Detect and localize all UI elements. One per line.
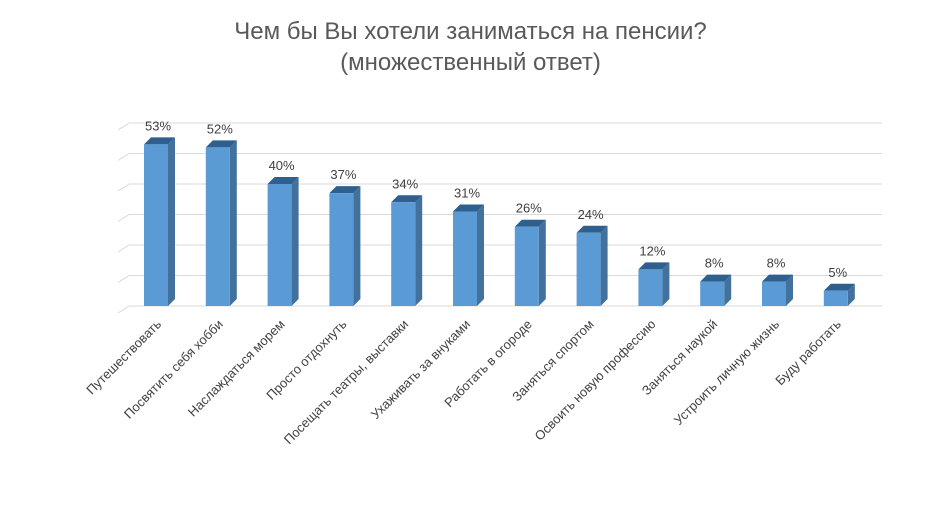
gridline	[117, 275, 882, 283]
bar-side	[229, 140, 237, 306]
bar-top	[329, 186, 361, 194]
gridline	[117, 214, 882, 222]
bar-side	[291, 177, 299, 306]
bar	[391, 195, 423, 306]
data-label: 5%	[828, 265, 847, 280]
data-labels: 53% 52% 40% 37% 34% 31% 26% 24% 12% 8% 8% 5%	[145, 118, 848, 279]
bar-front	[514, 226, 539, 306]
data-label: 8%	[705, 256, 724, 271]
bar-top	[638, 262, 670, 270]
data-label: 37%	[330, 167, 356, 182]
bar-side	[168, 137, 175, 306]
data-label: 26%	[516, 201, 542, 216]
bar-front	[391, 202, 416, 306]
bar	[205, 140, 237, 306]
bar-side	[786, 274, 793, 306]
gridline	[117, 305, 882, 314]
bar-side	[662, 262, 670, 306]
chart-title-main: Чем бы Вы хотели заниматься на пенсии?	[234, 18, 707, 45]
chart-subtitle: (множественный ответ)	[340, 49, 601, 76]
bar	[576, 225, 608, 306]
gridline	[117, 122, 882, 131]
bar	[762, 274, 793, 306]
bar	[144, 137, 175, 306]
category-label: Устроить личную жизнь	[671, 316, 782, 427]
bars	[144, 137, 855, 306]
bar	[329, 186, 361, 306]
data-label: 34%	[392, 176, 418, 191]
gridline	[117, 153, 882, 161]
bar-top	[144, 137, 175, 145]
bar-front	[205, 147, 230, 306]
bar	[823, 283, 855, 306]
bar-side	[477, 204, 484, 306]
bar-front	[762, 281, 786, 306]
bar-front	[700, 281, 725, 306]
bar-top	[205, 140, 237, 148]
bar-top	[453, 204, 484, 212]
bar-front	[576, 232, 601, 306]
bar	[514, 219, 546, 306]
bar-front	[144, 144, 168, 306]
category-label: Буду работать	[772, 316, 844, 388]
data-label: 31%	[454, 185, 480, 200]
bar-top	[576, 225, 608, 233]
bar-top	[514, 219, 546, 227]
bar-top	[823, 283, 855, 291]
data-label: 40%	[269, 158, 295, 173]
bar	[267, 177, 299, 306]
bar	[638, 262, 670, 306]
bar-front	[267, 184, 292, 306]
gridline	[117, 244, 882, 253]
bar-front	[823, 290, 848, 306]
data-label: 53%	[145, 118, 171, 133]
category-label: Освоить новую профессию	[532, 316, 659, 443]
data-label: 8%	[767, 256, 786, 271]
bar-side	[847, 283, 855, 306]
bar-front	[638, 269, 663, 306]
bar-side	[415, 195, 423, 306]
bar-front	[329, 193, 354, 306]
category-label: Посещать театры, выставки	[281, 317, 412, 448]
chart-title: Чем бы Вы хотели заниматься на пенсии? (…	[0, 16, 941, 78]
bar-side	[600, 225, 608, 306]
bar	[700, 274, 732, 306]
gridline	[117, 183, 882, 192]
bar-front	[453, 211, 477, 306]
data-label: 12%	[639, 243, 665, 258]
data-label: 24%	[578, 207, 604, 222]
bar-top	[391, 195, 423, 203]
data-label: 52%	[207, 121, 233, 136]
bar-side	[353, 186, 361, 306]
gridlines	[117, 122, 882, 314]
bar	[453, 204, 484, 306]
bar-top	[762, 274, 793, 282]
bar-top	[700, 274, 732, 282]
bar-side	[538, 219, 546, 306]
bar-top	[267, 177, 299, 184]
bar-side	[724, 274, 732, 306]
